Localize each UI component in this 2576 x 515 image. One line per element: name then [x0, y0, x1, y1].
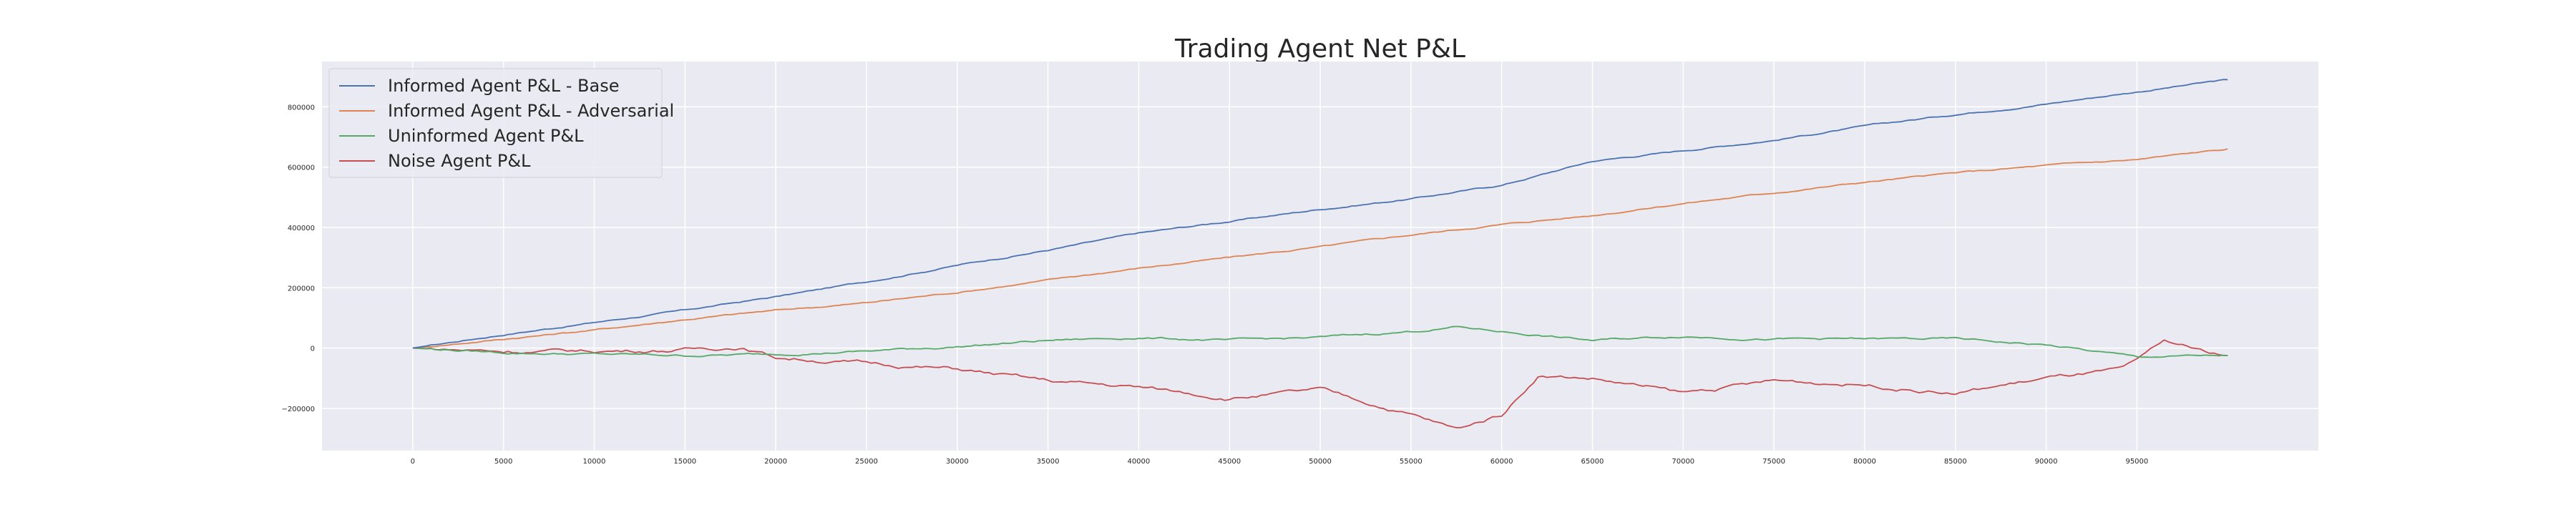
legend-box: [328, 68, 663, 178]
y-tick-label: 400000: [288, 225, 315, 232]
x-tick-label: 25000: [855, 458, 878, 466]
series-line-1: [412, 148, 2228, 349]
legend: Informed Agent P&L - Base Informed Agent …: [328, 68, 674, 178]
x-tick-label: 50000: [1309, 458, 1332, 466]
x-tick-label: 15000: [673, 458, 696, 466]
legend-entry: Noise Agent P&L: [388, 151, 531, 171]
x-tick-label: 0: [411, 458, 415, 466]
x-tick-label: 35000: [1037, 458, 1060, 466]
x-axis-ticks: 0 5000 10000 15000 20000 25000 30000 35000 40000…: [411, 458, 2149, 466]
x-tick-label: 65000: [1581, 458, 1604, 466]
x-tick-label: 45000: [1218, 458, 1241, 466]
x-tick-label: 60000: [1491, 458, 1513, 466]
legend-entry: Informed Agent P&L - Base: [388, 76, 619, 96]
x-tick-label: 80000: [1853, 458, 1876, 466]
chart-title: Trading Agent Net P&L: [1174, 34, 1465, 64]
series-lines: [412, 79, 2228, 428]
x-tick-label: 40000: [1127, 458, 1150, 466]
x-tick-label: 95000: [2125, 458, 2148, 466]
legend-entry: Informed Agent P&L - Adversarial: [388, 101, 674, 121]
y-tick-label: 800000: [288, 104, 315, 112]
series-line-3: [412, 339, 2228, 428]
y-tick-label: −200000: [281, 406, 315, 413]
x-tick-label: 85000: [1944, 458, 1967, 466]
x-tick-label: 5000: [494, 458, 512, 466]
series-line-2: [412, 325, 2228, 358]
y-tick-label: 0: [311, 345, 315, 353]
x-tick-label: 75000: [1762, 458, 1785, 466]
y-axis-ticks: −200000 0 200000 400000 600000 800000: [281, 104, 315, 413]
x-tick-label: 55000: [1400, 458, 1423, 466]
legend-entry: Uninformed Agent P&L: [388, 126, 584, 146]
series-line-0: [412, 79, 2228, 349]
x-tick-label: 90000: [2035, 458, 2058, 466]
x-tick-label: 70000: [1672, 458, 1694, 466]
y-tick-label: 600000: [288, 165, 315, 172]
x-tick-label: 10000: [583, 458, 606, 466]
x-tick-label: 30000: [946, 458, 969, 466]
y-tick-label: 200000: [288, 285, 315, 293]
x-tick-label: 20000: [764, 458, 787, 466]
